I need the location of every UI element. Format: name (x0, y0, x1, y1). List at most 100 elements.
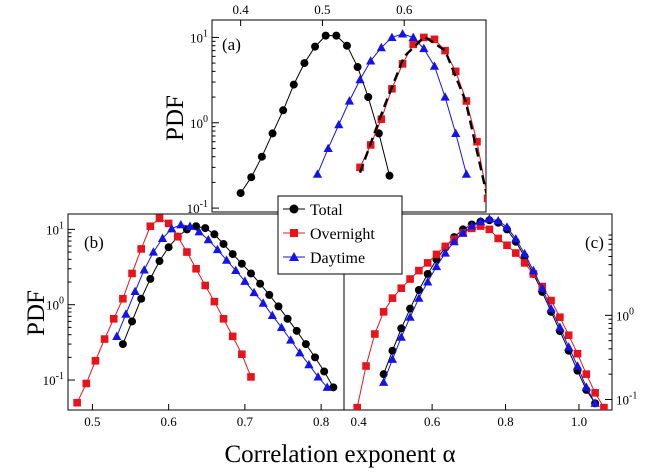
data-point-total (274, 302, 283, 311)
y-tick-label: 10-1 (616, 390, 637, 407)
data-point-total (423, 269, 432, 278)
data-point-total (311, 42, 320, 51)
data-point-overnight (485, 225, 494, 234)
data-point-daytime (419, 43, 429, 53)
data-point-daytime (334, 119, 344, 129)
data-point-overnight (512, 249, 520, 257)
data-point-overnight (192, 264, 200, 273)
data-point-daytime (185, 221, 195, 230)
data-point-overnight (247, 373, 255, 381)
panel-c-label: (c) (585, 233, 604, 252)
data-point-overnight (100, 335, 109, 343)
data-point-total (283, 314, 292, 323)
data-point-total (320, 367, 329, 376)
legend-label-daytime: Daytime (310, 250, 365, 267)
data-point-total (300, 59, 309, 68)
data-point-overnight (441, 242, 450, 251)
y-tick-label: 100 (190, 114, 208, 131)
data-point-daytime (408, 32, 418, 42)
data-point-daytime (366, 56, 376, 65)
series-line-daytime (383, 218, 596, 404)
data-point-daytime (112, 331, 122, 340)
data-point-daytime (429, 61, 440, 70)
data-point-daytime (590, 398, 600, 407)
data-point-total (236, 189, 245, 198)
data-point-daytime (379, 377, 389, 386)
data-point-overnight (564, 331, 573, 340)
data-point-total (311, 353, 320, 362)
y-axis-title-top: PDF (162, 95, 189, 141)
data-point-overnight (573, 349, 582, 358)
data-point-daytime (493, 215, 503, 225)
data-point-daytime (581, 382, 591, 391)
data-point-total (228, 250, 237, 259)
legend: Total Overnight Daytime (277, 195, 403, 275)
data-point-overnight (210, 297, 219, 306)
data-point-daytime (167, 223, 177, 233)
data-point-total (137, 294, 146, 303)
data-point-total (128, 317, 137, 326)
data-point-total (265, 290, 274, 299)
data-point-overnight (137, 245, 145, 253)
y-axis-title-bottom: PDF (23, 290, 50, 336)
data-point-total (374, 129, 383, 138)
x-tick-label: 0.6 (424, 414, 441, 429)
data-point-daytime (304, 359, 314, 369)
x-tick-label: 0.6 (161, 414, 178, 429)
data-point-overnight (420, 33, 428, 42)
data-point-daytime (449, 236, 459, 246)
data-point-total (397, 324, 406, 333)
data-point-overnight (379, 308, 388, 316)
data-point-overnight (582, 370, 591, 378)
data-point-overnight (109, 314, 118, 323)
legend-label-total: Total (310, 202, 343, 219)
data-point-daytime (396, 332, 406, 341)
data-point-overnight (483, 194, 486, 203)
data-point-total (332, 31, 341, 40)
data-point-daytime (312, 169, 323, 178)
data-point-overnight (362, 362, 370, 370)
data-point-daytime (546, 303, 556, 313)
data-point-total (219, 239, 228, 248)
series-group (236, 29, 486, 203)
data-point-total (237, 259, 246, 268)
x-tick-label: 1.0 (571, 414, 587, 429)
data-point-total (388, 346, 397, 355)
data-point-overnight (201, 281, 210, 290)
panel-c-frame (343, 213, 613, 411)
data-point-total (414, 285, 423, 294)
data-point-daytime (121, 309, 131, 318)
data-point-overnight (183, 248, 191, 256)
x-tick-label: 0.4 (233, 2, 250, 17)
data-point-overnight (556, 313, 564, 322)
data-point-overnight (430, 35, 439, 44)
data-point-daytime (203, 234, 213, 244)
x-tick-label: 0.7 (237, 414, 254, 429)
data-point-total (364, 93, 373, 102)
data-point-overnight (503, 241, 511, 250)
legend-marker-overnight (290, 229, 298, 237)
data-point-overnight (415, 266, 423, 275)
data-point-overnight (547, 296, 555, 305)
data-point-daytime (139, 265, 149, 274)
data-point-daytime (267, 310, 277, 320)
series-line-fit (358, 35, 486, 197)
y-tick-label: 10-1 (43, 371, 64, 388)
legend-label-overnight: Overnight (310, 226, 375, 243)
data-point-daytime (511, 234, 521, 243)
data-point-daytime (537, 283, 547, 292)
data-point-overnight (451, 67, 460, 76)
x-tick-label: 0.6 (396, 2, 413, 17)
data-point-overnight (82, 379, 91, 388)
data-point-overnight (600, 403, 608, 410)
series-line-daytime (317, 33, 467, 175)
data-point-overnight (119, 294, 127, 303)
data-point-daytime (249, 287, 259, 297)
legend-marker-total (289, 204, 299, 214)
data-point-daytime (376, 42, 386, 52)
x-tick-label: 0.8 (497, 414, 513, 429)
data-point-overnight (423, 259, 432, 267)
data-point-overnight (397, 284, 406, 293)
data-point-overnight (476, 222, 485, 230)
data-point-total (268, 129, 277, 138)
